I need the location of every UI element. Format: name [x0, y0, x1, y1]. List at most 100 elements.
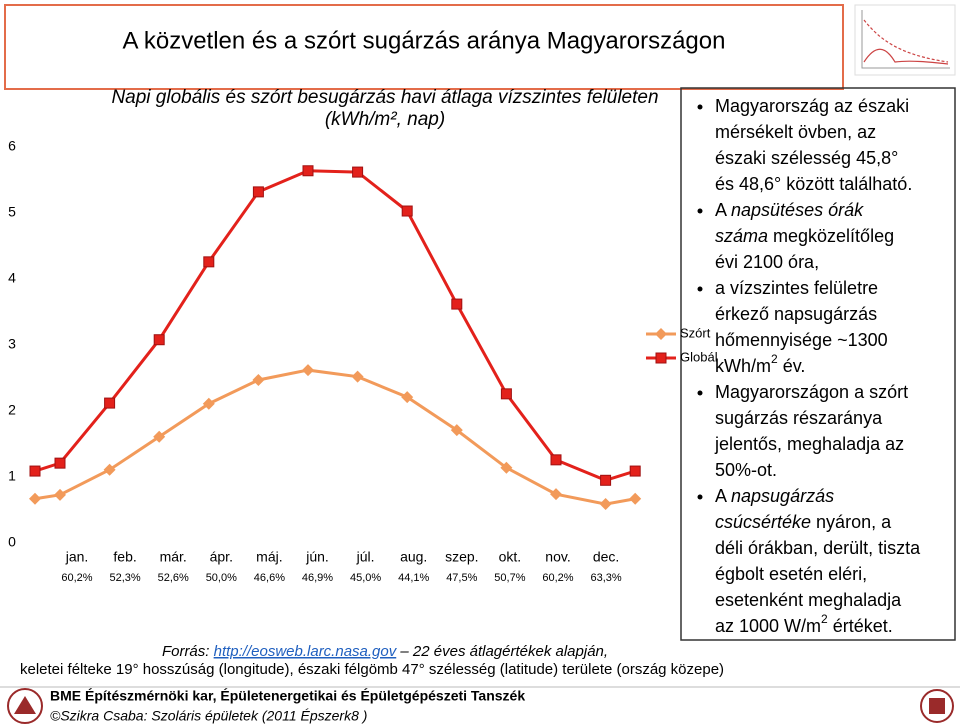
footer-author: ©Szikra Csaba: Szoláris épületek (2011 É… [50, 708, 367, 724]
x-tick-label: szep. [445, 549, 478, 565]
x-tick-sublabel: 63,3% [590, 572, 621, 584]
marker [302, 364, 314, 377]
text-run: a vízszintes felületre [715, 278, 878, 298]
text-run: csúcsértéke [715, 512, 811, 532]
text-run: esetenként meghaladja [715, 590, 902, 610]
chart-title: Napi globális és szórt besugárzás havi á… [111, 87, 658, 108]
text-run: sugárzás részaránya [715, 408, 883, 428]
source-suffix: – 22 éves átlagértékek alapján, [396, 643, 608, 660]
marker [203, 256, 215, 268]
bullet-line: száma megközelítőleg [715, 226, 894, 246]
x-tick-sublabel: 52,6% [158, 572, 189, 584]
slide-title: A közvetlen és a szórt sugárzás aránya M… [123, 27, 726, 54]
bullet-line: mérsékelt övben, az [715, 122, 876, 142]
y-tick-label: 3 [8, 336, 16, 352]
text-run: és 48,6° között található. [715, 174, 912, 194]
text-run: A [715, 486, 731, 506]
title-box [4, 4, 844, 90]
x-tick-label: nov. [545, 549, 570, 565]
marker [401, 391, 414, 404]
marker [29, 492, 41, 505]
bullet-line: csúcsértéke nyáron, a [715, 512, 892, 532]
footer [0, 686, 960, 724]
marker [655, 328, 667, 340]
x-tick-sublabel: 47,5% [446, 572, 477, 584]
x-tick-label: jún. [305, 549, 329, 565]
legend-item: Szórt [646, 325, 711, 340]
marker [550, 488, 562, 501]
plot: 0 1 2 3 4 5 6 jan. 60,2% feb. 52,3% már. 52,6% ápr. 50… [8, 138, 718, 584]
x-tick-sublabel: 44,1% [398, 572, 429, 584]
bullet-dot [697, 104, 703, 110]
legend-label: Globál [680, 349, 718, 364]
text-run: év. [778, 356, 806, 376]
marker [153, 430, 166, 443]
text-run: nyáron, a [811, 512, 892, 532]
marker [351, 370, 364, 383]
y-tick-label: 6 [8, 138, 16, 154]
text-run: kWh/m [715, 356, 771, 376]
text-run: mérsékelt övben, az [715, 122, 876, 142]
x-tick-sublabel: 50,7% [494, 572, 525, 584]
text-run: A [715, 200, 731, 220]
x-tick-label: már. [160, 549, 187, 565]
y-tick-label: 5 [8, 204, 16, 220]
series [29, 165, 641, 486]
bullet-line: A napsütéses órák [715, 200, 864, 220]
text-run: északi szélesség 45,8° [715, 148, 898, 168]
legend-item: Globál [646, 349, 718, 364]
x-tick-sublabel: 50,0% [206, 572, 237, 584]
bullet-line: A napsugárzás [715, 486, 834, 506]
y-tick-label: 0 [8, 534, 16, 550]
text-run: az 1000 W/m [715, 616, 821, 636]
text-run: Magyarország az északi [715, 96, 909, 116]
bullet-line: Magyarország az északi [715, 96, 909, 116]
marker [500, 461, 513, 474]
bullet-line: évi 2100 óra, [715, 252, 819, 272]
marker [104, 397, 116, 409]
marker [451, 298, 463, 310]
bullet-line: a vízszintes felületre [715, 278, 878, 298]
bullet-line: esetenként meghaladja [715, 590, 902, 610]
bullet-line: Magyarországon a szórt [715, 382, 908, 402]
bullet-line: jelentős, meghaladja az [714, 434, 904, 454]
source-link[interactable]: http://eosweb.larc.nasa.gov [214, 643, 398, 660]
text-run: száma [715, 226, 768, 246]
marker [202, 397, 215, 410]
bullet-line: kWh/m2 év. [715, 352, 805, 376]
text-run: évi 2100 óra, [715, 252, 819, 272]
x-tick-sublabel: 46,9% [302, 572, 333, 584]
marker [352, 166, 364, 178]
y-tick-label: 4 [8, 270, 16, 286]
text-run: értéket. [828, 616, 893, 636]
legend-label: Szórt [680, 325, 711, 340]
text-run: égbolt esetén eléri, [715, 564, 867, 584]
marker [599, 498, 612, 511]
bullet-line: 50%-ot. [715, 460, 777, 480]
x-tick-label: okt. [499, 549, 522, 565]
bullet-dot [697, 390, 703, 396]
series [29, 364, 642, 511]
x-tick-sublabel: 46,6% [254, 572, 285, 584]
x-tick-label: feb. [113, 549, 136, 565]
marker [550, 454, 562, 466]
text-run: 2 [821, 612, 828, 626]
x-tick-label: júl. [356, 549, 375, 565]
bullet-dot [697, 494, 703, 500]
marker [252, 186, 264, 198]
x-tick-label: ápr. [210, 549, 233, 565]
bullet-line: hőmennyisége ~1300 [715, 330, 888, 350]
text-run: hőmennyisége ~1300 [715, 330, 888, 350]
marker [29, 465, 41, 477]
bullet-dot [697, 286, 703, 292]
marker [252, 373, 265, 386]
text-run: érkező napsugárzás [715, 304, 877, 324]
marker [401, 205, 413, 217]
marker [103, 463, 116, 476]
marker [450, 424, 463, 437]
bullet-line: északi szélesség 45,8° [715, 148, 898, 168]
marker [629, 492, 642, 505]
x-tick-sublabel: 52,3% [109, 572, 140, 584]
x-tick-label: dec. [593, 549, 619, 565]
text-run: jelentős, meghaladja az [714, 434, 904, 454]
